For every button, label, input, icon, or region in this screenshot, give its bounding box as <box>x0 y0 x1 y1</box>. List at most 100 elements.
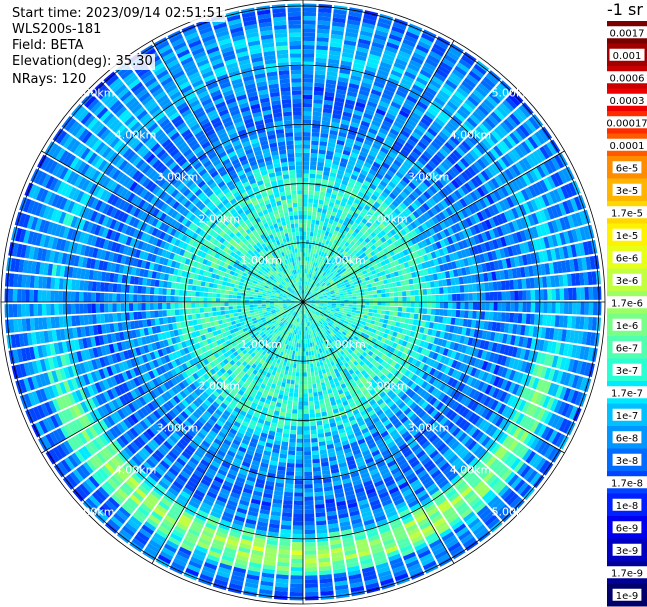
ray-gate <box>305 295 309 299</box>
ray-gate <box>497 83 510 96</box>
ray-gate <box>580 302 585 315</box>
ray-gate <box>318 295 323 298</box>
ray-gate <box>251 402 258 409</box>
ray-gate <box>307 330 310 335</box>
ray-gate <box>387 37 401 46</box>
ray-gate <box>303 82 313 87</box>
ray-gate <box>528 116 540 130</box>
ray-gate <box>399 46 413 56</box>
ray-gate <box>334 290 339 294</box>
ray-gate <box>297 430 303 435</box>
ray-gate <box>402 126 413 135</box>
ray-gate <box>414 395 423 404</box>
ray-gate <box>487 180 497 191</box>
ray-gate <box>433 493 445 503</box>
ray-gate <box>418 453 429 463</box>
ray-gate <box>317 207 323 213</box>
ray-gate <box>338 335 344 340</box>
ray-gate <box>254 533 267 540</box>
ray-gate <box>466 193 475 204</box>
ray-gate <box>344 390 351 397</box>
ray-gate <box>276 427 283 434</box>
ray-gate <box>534 338 541 351</box>
ray-gate <box>361 208 369 215</box>
ray-gate <box>459 198 468 208</box>
ray-gate <box>380 367 387 374</box>
ray-gate <box>531 226 539 239</box>
ray-gate <box>219 519 232 527</box>
ray-gate <box>453 212 462 222</box>
ray-gate <box>458 504 470 516</box>
ray-gate <box>325 498 335 504</box>
ray-gate <box>585 256 592 271</box>
ray-gate <box>376 262 383 268</box>
ray-gate <box>341 244 347 251</box>
ray-gate <box>387 77 400 86</box>
ray-gate <box>320 233 325 239</box>
ray-gate <box>373 453 383 461</box>
ray-gate <box>386 81 398 90</box>
ray-gate <box>375 483 386 492</box>
ray-gate <box>403 335 410 342</box>
ray-gate <box>376 371 384 378</box>
ray-gate <box>300 359 303 365</box>
ray-gate <box>407 563 422 573</box>
ray-gate <box>444 435 454 445</box>
ray-gate <box>334 216 340 223</box>
ray-gate <box>239 542 252 550</box>
ray-gate <box>370 413 378 420</box>
ray-gate <box>393 349 400 356</box>
ray-gate <box>415 144 425 153</box>
ray-gate <box>325 253 330 259</box>
ray-gate <box>430 315 435 322</box>
ray-gate <box>483 252 490 262</box>
ray-gate <box>386 334 393 341</box>
ray-gate <box>280 533 291 538</box>
ray-gate <box>536 408 546 421</box>
ray-gate <box>480 468 491 480</box>
ray-gate <box>413 345 420 352</box>
ray-gate <box>418 437 428 447</box>
ray-gate <box>410 534 424 544</box>
ray-gate <box>310 227 315 233</box>
ray-gate <box>337 313 343 317</box>
ray-gate <box>319 265 324 270</box>
ray-gate <box>315 249 320 255</box>
ray-gate <box>345 203 352 210</box>
ray-gate <box>308 308 312 312</box>
ray-gate <box>310 152 318 158</box>
ray-gate <box>293 334 297 339</box>
ray-gate <box>582 241 590 256</box>
ray-gate <box>463 258 469 267</box>
ray-gate <box>442 209 450 219</box>
ray-gate <box>278 457 287 463</box>
ray-gate <box>339 309 344 313</box>
ray-gate <box>423 327 429 335</box>
ray-gate <box>362 357 368 364</box>
ray-gate <box>324 248 329 254</box>
ray-gate <box>321 465 330 471</box>
ray-gate <box>356 132 366 140</box>
ray-gate <box>303 227 307 232</box>
ray-gate <box>353 281 359 285</box>
ray-gate <box>182 539 196 549</box>
ray-gate <box>414 376 422 385</box>
ray-gate <box>419 340 426 348</box>
ray-gate <box>319 445 327 451</box>
ray-gate <box>501 258 508 269</box>
ray-gate <box>420 117 431 127</box>
ray-gate <box>311 244 315 250</box>
ray-gate <box>519 348 526 360</box>
ray-gate <box>337 285 342 289</box>
ray-gate <box>383 319 389 324</box>
ray-gate <box>366 61 379 69</box>
ray-gate <box>369 305 374 309</box>
ray-gate <box>325 358 330 364</box>
ray-gate <box>345 553 358 560</box>
ray-gate <box>524 362 532 374</box>
ray-gate <box>320 187 327 193</box>
ray-gate <box>424 383 432 392</box>
ray-gate <box>283 495 293 501</box>
ray-gate <box>331 29 344 36</box>
ray-gate <box>303 413 310 419</box>
